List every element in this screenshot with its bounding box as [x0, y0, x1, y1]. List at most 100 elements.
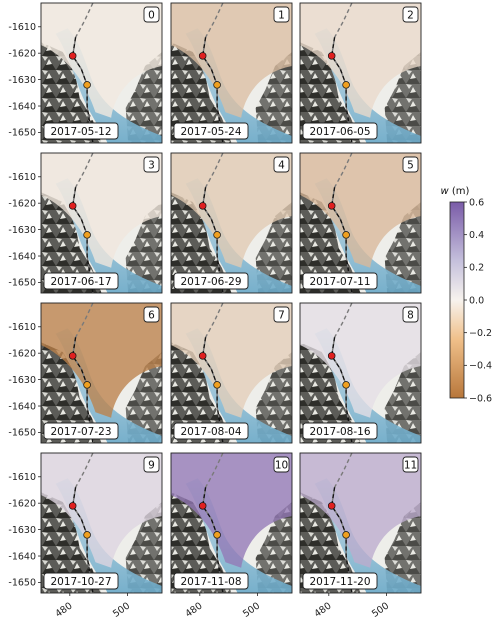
- panel-content: [171, 303, 292, 443]
- flowline-upper: [201, 153, 224, 293]
- y-tick-label: -1620: [8, 348, 36, 359]
- x-tick-label: 500: [370, 600, 391, 619]
- date-box: [173, 122, 249, 140]
- colorbar-tick-label: 0.6: [469, 197, 484, 208]
- panel-content: [171, 153, 292, 293]
- flowline-upper: [201, 303, 224, 443]
- panel-frame: [170, 152, 293, 294]
- panel-number: 4: [278, 159, 285, 171]
- w-field-overlay: [171, 3, 292, 118]
- date-label: 2017-07-11: [309, 276, 370, 288]
- panel-frame: [299, 452, 422, 594]
- date-box: [43, 422, 119, 440]
- flowline-upper: [330, 153, 353, 293]
- marker-orange: [213, 531, 221, 539]
- y-tick-label: -1650: [8, 428, 36, 439]
- y-tick-label: -1640: [8, 401, 36, 412]
- colorbar-tick-label: 0.4: [469, 230, 484, 241]
- x-tick-label: 480: [183, 600, 204, 619]
- panel-number: 1: [278, 9, 285, 21]
- panel-frame: [40, 302, 163, 444]
- panel-number-box: [143, 306, 160, 323]
- marker-orange: [213, 231, 221, 239]
- colorbar-tick-label: −0.4: [469, 361, 492, 372]
- date-label: 2017-08-16: [309, 426, 370, 438]
- colorbar-variable: w: [441, 186, 450, 197]
- panel-number-box: [402, 456, 419, 473]
- marker-red: [327, 202, 336, 210]
- panel-6: 6 2017-07-23 -1610 -1620 -1630 -1640 -1650: [8, 302, 163, 444]
- y-tick-label: -1630: [8, 75, 36, 86]
- panel-10: 10 2017-11-08 480 500: [170, 452, 293, 620]
- date-label: 2017-07-23: [50, 426, 111, 438]
- marker-orange: [83, 81, 91, 89]
- marker-orange: [342, 381, 350, 389]
- flowline-upper: [71, 3, 94, 143]
- rock-terrain-right: [255, 352, 292, 443]
- w-field-overlay: [171, 153, 292, 268]
- flowline-upper: [330, 3, 353, 143]
- marker-orange: [342, 531, 350, 539]
- marker-red: [198, 502, 207, 510]
- rock-terrain-right: [125, 52, 162, 143]
- rock-terrain: [41, 192, 102, 293]
- panel-8: 8 2017-08-16: [299, 302, 422, 444]
- y-tick-label: -1650: [8, 128, 36, 139]
- date-label: 2017-11-20: [309, 576, 370, 588]
- date-box: [173, 572, 249, 590]
- panel-number-box: [273, 456, 290, 473]
- panel-number: 3: [148, 159, 155, 171]
- rock-terrain-right: [125, 502, 162, 593]
- rock-terrain-right: [384, 202, 421, 293]
- date-label: 2017-08-04: [180, 426, 241, 438]
- w-field-overlay: [300, 3, 421, 118]
- marker-red: [68, 502, 77, 510]
- w-field-overlay: [300, 303, 421, 418]
- panel-frame: [170, 302, 293, 444]
- panel-frame: [299, 2, 422, 144]
- y-tick-label: -1640: [8, 551, 36, 562]
- panel-number-box: [143, 156, 160, 173]
- date-box: [302, 572, 378, 590]
- panel-content: [41, 153, 162, 293]
- flowline-upper: [330, 453, 353, 593]
- colorbar-title: w (m): [441, 186, 470, 197]
- panel-number-box: [143, 456, 160, 473]
- rock-terrain: [300, 42, 361, 143]
- y-tick-label: -1620: [8, 498, 36, 509]
- panel-content: [171, 3, 292, 143]
- w-field-overlay: [300, 153, 421, 268]
- y-tick-label: -1630: [8, 375, 36, 386]
- panel-content: [300, 3, 421, 143]
- panel-number-box: [402, 306, 419, 323]
- marker-red: [68, 352, 77, 360]
- rock-terrain-right: [384, 502, 421, 593]
- colorbar-tick-label: −0.6: [469, 393, 492, 404]
- date-label: 2017-05-12: [50, 126, 111, 138]
- rock-terrain-right: [255, 52, 292, 143]
- panel-4: 4 2017-06-29: [170, 152, 293, 294]
- panel-2: 2 2017-06-05: [299, 2, 422, 144]
- date-label: 2017-06-05: [309, 126, 370, 138]
- w-field-overlay: [41, 3, 162, 118]
- date-label: 2017-11-08: [180, 576, 241, 588]
- panel-content: [41, 303, 162, 443]
- panel-content: [41, 453, 162, 593]
- rock-terrain-right: [255, 202, 292, 293]
- panel-content: [41, 3, 162, 143]
- panel-7: 7 2017-08-04: [170, 302, 293, 444]
- panel-1: 1 2017-05-24: [170, 2, 293, 144]
- y-tick-label: -1620: [8, 48, 36, 59]
- panel-number: 6: [148, 309, 155, 321]
- panel-number: 8: [407, 309, 414, 321]
- date-box: [302, 272, 378, 290]
- panel-content: [300, 153, 421, 293]
- panels-layer: 0 2017-05-12 -1610 -1620 -1630 -1640 -1650 1 201…: [8, 2, 422, 620]
- y-tick-label: -1640: [8, 251, 36, 262]
- rock-terrain-right: [125, 352, 162, 443]
- marker-orange: [342, 231, 350, 239]
- panel-number-box: [273, 306, 290, 323]
- marker-red: [198, 52, 207, 60]
- panel-number: 9: [148, 459, 155, 471]
